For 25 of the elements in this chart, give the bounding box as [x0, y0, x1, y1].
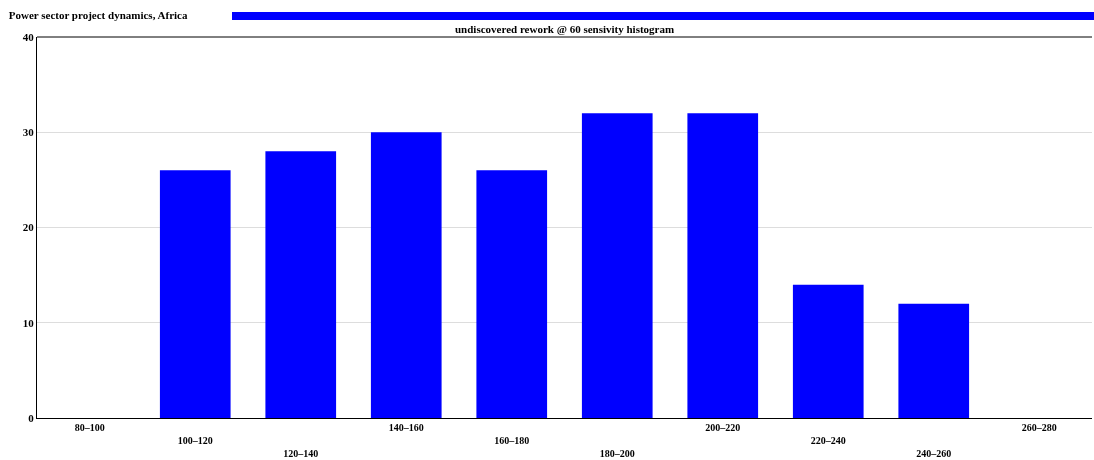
x-tick-label: 80–100 [74, 422, 105, 433]
chart-subtitle: undiscovered rework @ 60 sensivity histogram [455, 23, 675, 35]
bar [687, 113, 759, 418]
bar [159, 170, 231, 418]
x-tick-label: 120–140 [283, 448, 319, 459]
chart-title: Power sector project dynamics, Africa [8, 9, 188, 22]
x-tick-label: 100–120 [177, 435, 213, 446]
bar [370, 132, 442, 418]
x-tick-label: 180–200 [599, 448, 635, 459]
bar [898, 303, 970, 418]
x-tick-label: 200–220 [705, 422, 741, 433]
y-tick-label: 40 [22, 30, 35, 43]
bar [581, 113, 653, 418]
x-tick-label: 160–180 [494, 435, 530, 446]
y-tick-label: 0 [28, 411, 35, 424]
x-tick-label: 260–280 [1021, 422, 1057, 433]
x-tick-label: 220–240 [810, 435, 846, 446]
x-tick-label: 240–260 [916, 448, 952, 459]
y-tick-label: 10 [22, 316, 35, 329]
bar [265, 151, 337, 418]
bar [792, 284, 864, 418]
x-tick-label: 140–160 [388, 422, 424, 433]
y-tick-label: 20 [22, 221, 35, 234]
y-tick-label: 30 [22, 126, 35, 139]
bar [476, 170, 548, 418]
